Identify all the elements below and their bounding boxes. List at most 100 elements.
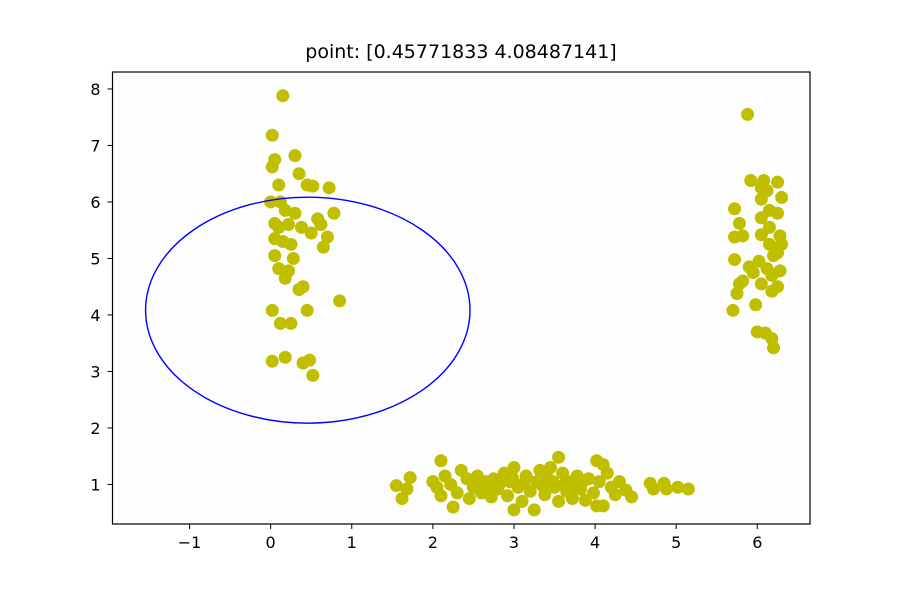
data-point bbox=[681, 482, 695, 496]
data-point bbox=[320, 230, 334, 244]
data-point bbox=[515, 494, 529, 508]
data-point bbox=[292, 167, 306, 181]
x-tick-label: 2 bbox=[428, 533, 438, 552]
data-point bbox=[749, 298, 763, 312]
data-point bbox=[535, 479, 549, 493]
data-point bbox=[592, 475, 606, 489]
data-point bbox=[736, 229, 750, 243]
data-point bbox=[403, 471, 417, 485]
y-tick-label: 7 bbox=[90, 136, 100, 155]
y-tick-label: 4 bbox=[90, 306, 100, 325]
data-point bbox=[288, 206, 302, 220]
data-point bbox=[314, 218, 328, 232]
data-point bbox=[765, 284, 779, 298]
x-tick-label: 0 bbox=[266, 533, 276, 552]
data-point bbox=[730, 286, 744, 300]
data-point bbox=[500, 489, 514, 503]
data-point bbox=[281, 218, 295, 232]
data-point bbox=[284, 237, 298, 251]
plot-area bbox=[112, 72, 810, 524]
data-point bbox=[608, 488, 622, 502]
data-point bbox=[389, 479, 403, 493]
data-point bbox=[306, 179, 320, 193]
data-point bbox=[754, 228, 768, 242]
data-point bbox=[481, 480, 495, 494]
data-point bbox=[741, 107, 755, 121]
data-point bbox=[556, 466, 570, 480]
data-point bbox=[600, 466, 614, 480]
points-layer bbox=[264, 89, 789, 517]
x-tick-label: 6 bbox=[752, 533, 762, 552]
y-tick-label: 8 bbox=[90, 80, 100, 99]
data-point bbox=[300, 303, 314, 317]
data-point bbox=[292, 283, 306, 297]
data-point bbox=[775, 190, 789, 204]
data-point bbox=[517, 476, 531, 490]
y-axis: 1 2 3 4 5 6 7 8 bbox=[90, 80, 113, 494]
data-point bbox=[446, 500, 460, 514]
data-point bbox=[450, 486, 464, 500]
data-point bbox=[596, 499, 610, 513]
data-point bbox=[434, 489, 448, 503]
data-point bbox=[306, 368, 320, 382]
data-point bbox=[492, 477, 506, 491]
data-point bbox=[533, 463, 547, 477]
data-point bbox=[265, 354, 279, 368]
data-point bbox=[400, 482, 414, 496]
data-point bbox=[303, 353, 317, 367]
data-point bbox=[505, 471, 519, 485]
data-point bbox=[744, 173, 758, 187]
data-point bbox=[304, 226, 318, 240]
data-point bbox=[286, 251, 300, 265]
data-point bbox=[586, 486, 600, 500]
data-point bbox=[726, 303, 740, 317]
data-point bbox=[322, 181, 336, 195]
data-point bbox=[646, 482, 660, 496]
data-point bbox=[462, 492, 476, 506]
data-point bbox=[327, 206, 341, 220]
data-point bbox=[746, 266, 760, 280]
x-tick-label: 4 bbox=[590, 533, 600, 552]
data-point bbox=[728, 202, 742, 216]
data-point bbox=[754, 277, 768, 291]
data-point bbox=[395, 492, 409, 506]
y-tick-label: 2 bbox=[90, 419, 100, 438]
confidence-ellipse bbox=[144, 196, 471, 424]
data-point bbox=[527, 503, 541, 517]
data-point bbox=[565, 492, 579, 506]
x-axis: −1 0 1 2 3 4 5 6 bbox=[178, 524, 762, 552]
data-point bbox=[671, 480, 685, 494]
data-point bbox=[284, 316, 298, 330]
data-point bbox=[507, 503, 521, 517]
data-point bbox=[316, 240, 330, 254]
data-point bbox=[265, 303, 279, 317]
y-tick-label: 1 bbox=[90, 475, 100, 494]
data-point bbox=[754, 192, 768, 206]
data-point bbox=[728, 253, 742, 267]
data-point bbox=[265, 128, 279, 142]
data-point bbox=[278, 271, 292, 285]
x-tick-label: 3 bbox=[509, 533, 519, 552]
y-tick-label: 3 bbox=[90, 362, 100, 381]
data-point bbox=[765, 268, 779, 282]
data-point bbox=[333, 294, 347, 308]
data-point bbox=[507, 461, 521, 474]
x-tick-label: 5 bbox=[671, 533, 681, 552]
data-point bbox=[767, 249, 781, 263]
data-point bbox=[767, 341, 781, 355]
data-point bbox=[659, 482, 673, 496]
y-tick-label: 5 bbox=[90, 249, 100, 268]
data-point bbox=[552, 450, 566, 464]
data-point bbox=[294, 220, 308, 234]
y-tick-label: 6 bbox=[90, 193, 100, 212]
data-point bbox=[288, 149, 302, 163]
overlay-layer bbox=[144, 196, 471, 424]
plot-frame bbox=[111, 71, 811, 525]
x-tick-label: 1 bbox=[347, 533, 357, 552]
data-point bbox=[771, 175, 785, 189]
data-point bbox=[268, 153, 282, 167]
data-point bbox=[754, 211, 768, 225]
data-point bbox=[264, 195, 278, 209]
